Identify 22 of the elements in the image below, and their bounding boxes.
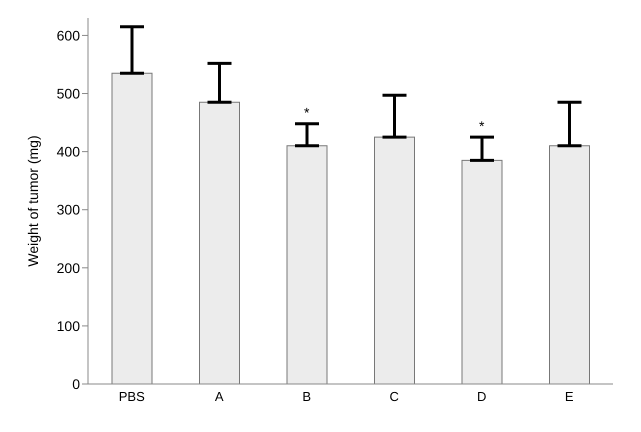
x-tick-label: A xyxy=(214,389,224,404)
x-tick-label: C xyxy=(390,389,399,404)
bar xyxy=(112,72,152,384)
bar xyxy=(462,160,502,384)
bar xyxy=(374,136,415,384)
x-tick-label: PBS xyxy=(118,389,146,404)
annotation: * xyxy=(304,104,310,121)
annotation: * xyxy=(479,118,486,134)
y-tick-label: 0 xyxy=(72,376,80,392)
bar xyxy=(199,102,240,384)
x-tick-label: D xyxy=(477,389,486,404)
y-tick-label: 300 xyxy=(56,202,80,218)
bar xyxy=(549,145,590,384)
y-tick-label: 600 xyxy=(56,27,80,44)
x-tick-label: B xyxy=(302,389,312,404)
x-tick-label: E xyxy=(564,389,574,404)
y-tick-label: 200 xyxy=(56,260,80,276)
y-tick-label: 400 xyxy=(56,144,80,160)
y-tick-label: 100 xyxy=(56,318,80,334)
bar xyxy=(286,145,328,384)
y-axis-title: Weight of tumor (mg) xyxy=(24,135,41,267)
y-tick-label: 500 xyxy=(56,85,80,102)
